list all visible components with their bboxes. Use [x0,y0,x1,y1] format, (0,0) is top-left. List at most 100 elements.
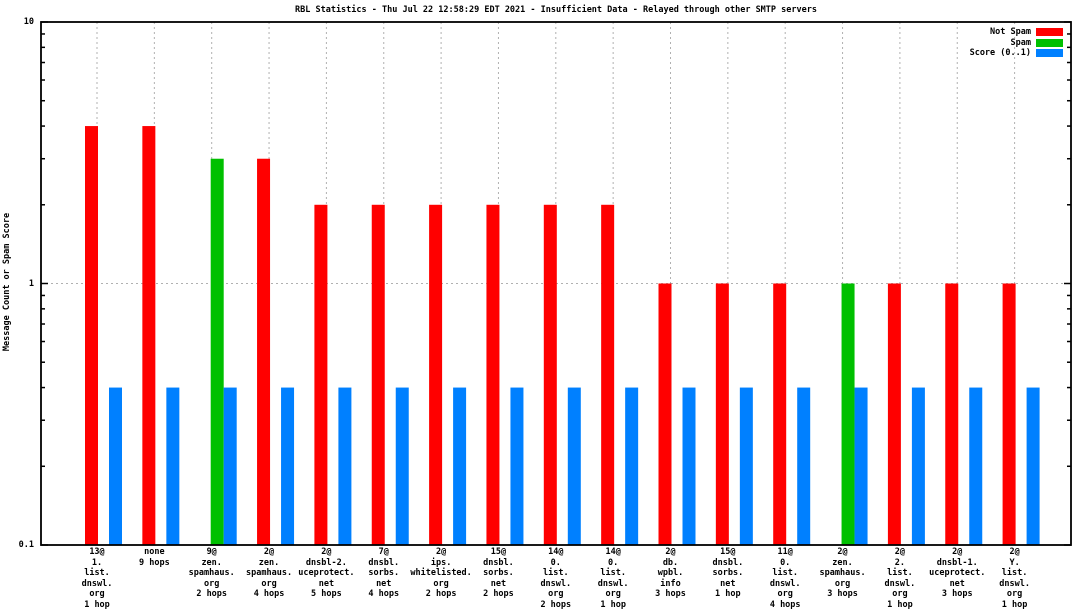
x-category-label-line: org [89,589,105,599]
x-category-label-line: 1 hop [84,599,110,610]
x-category-label-line: 4 hops [253,589,285,599]
x-category-label-line: 2@ [894,547,906,557]
x-category-label: 15@ dnsbl. sorbs. net 1 hop [673,547,783,600]
bar-score-0-1 [969,387,983,545]
x-category-label-line: zen. [201,557,222,568]
x-category-label-line: uceprotect. [298,568,355,578]
x-category-label-line: org [261,578,277,589]
x-category-label-line: 1 hop [600,599,626,610]
bar-score-0-1 [854,387,868,545]
x-category-label: 13@ 1. list. dnswl. org 1 hop [42,547,152,610]
x-category-label-line: dnswl. [81,578,113,589]
x-category-label-line: org [777,589,793,599]
x-category-label-line: 2 hops [540,599,572,610]
x-category-label-line: 3 hops [655,589,686,599]
y-tick-label: 10 [23,17,34,27]
bar-not-spam [142,126,156,545]
chart-title: RBL Statistics - Thu Jul 22 12:58:29 EDT… [295,5,817,15]
x-category-label-line: dnsbl-1. [936,557,978,568]
x-category-label-line: dnswl. [597,578,629,589]
x-category-label-line: dnsbl. [483,557,514,568]
x-category-label-line: dnswl. [540,578,572,589]
x-category-label-line: list. [887,568,913,578]
bar-score-0-1 [395,387,409,545]
x-category-label-line: 0. [550,557,561,568]
x-category-label-line: org [433,578,449,589]
x-category-label-line: 15@ [720,547,736,557]
x-category-label-line: net [490,578,507,589]
x-category-label-line: 2@ [435,547,447,557]
x-category-label-line: list. [600,568,626,578]
x-category-label: 2@ ips. whitelisted. org 2 hops [386,547,496,600]
x-category-label: 2@ 2. list. dnswl. org 1 hop [845,547,955,610]
bar-not-spam [601,204,615,546]
x-category-label-line: sorbs. [368,568,400,578]
bar-score-0-1 [510,387,524,545]
x-category-label-line: org [548,589,564,599]
x-category-label: 2@ Y. list. dnswl. org 1 hop [960,547,1070,610]
x-category-label-line: 1 hop [715,589,741,599]
x-category-label-line: 4 hops [769,599,801,610]
x-category-label-line: org [605,589,621,599]
x-category-label-line: org [1006,589,1023,599]
bar-not-spam [371,204,385,546]
x-category-label-line: 3 hops [827,589,858,599]
x-category-label-line: info [660,578,681,589]
x-category-label-line: sorbs. [483,568,514,578]
x-category-label-line: 0. [780,557,791,568]
x-category-label-line: sorbs. [712,568,744,578]
legend-label: Not Spam [990,27,1031,37]
y-tick-label: 1 [28,278,34,289]
legend-item: Not Spam [970,27,1063,38]
bar-spam [841,283,855,545]
x-category-label-line: 14@ [548,547,564,557]
x-category-label: 2@ dnsbl-2. uceprotect. net 5 hops [271,547,381,600]
x-category-label: 2@ dnsbl-1. uceprotect. net 3 hops [902,547,1012,600]
x-category-label-line: 2 hops [483,589,514,599]
y-tick-label: 0.1 [18,540,34,550]
x-category-label-line: zen. [832,557,853,568]
x-category-label-line: org [834,578,851,589]
x-category-label-line: 9 hops [138,557,170,568]
bar-not-spam [1002,283,1016,545]
x-category-label-line: 13@ [89,547,105,557]
x-category-label-line: dnswl. [999,578,1030,589]
bar-not-spam [314,204,328,546]
x-category-label-line: dnsbl-2. [305,557,347,568]
x-category-label-line: 5 hops [311,589,342,599]
x-category-label-line: 3 hops [941,589,973,599]
bar-not-spam [773,283,787,545]
legend-swatch [1036,38,1063,47]
bar-score-0-1 [166,387,180,545]
x-category-label-line: uceprotect. [929,568,986,578]
bar-not-spam [543,204,557,546]
bar-not-spam [887,283,901,545]
x-category-label-line: dnswl. [884,578,916,589]
x-category-label-line: none [144,547,165,557]
x-category-label-line: dnswl. [769,578,801,589]
x-category-label-line: 2. [894,557,906,568]
x-category-label: 2@ db. wpbl. info 3 hops [616,547,726,600]
x-category-label: 9@ zen. spamhaus. org 2 hops [157,547,267,600]
x-category-label-line: list. [772,568,798,578]
bar-not-spam [486,204,500,546]
x-category-label-line: zen. [258,557,280,568]
x-category-label-line: 2@ [321,547,332,557]
x-category-label-line: 15@ [490,547,507,557]
x-category-label-line: org [892,589,908,599]
x-category-label-line: 4 hops [368,589,400,599]
x-category-label: 2@ zen. spamhaus. org 4 hops [214,547,324,600]
x-category-label-line: list. [84,568,110,578]
x-category-label: 11@ 0. list. dnswl. org 4 hops [730,547,840,610]
x-category-label-line: 2 hops [196,589,228,599]
x-category-label-line: 7@ [378,547,389,557]
bar-score-0-1 [1026,387,1040,545]
legend: Not Spam Spam Score (0..1) [970,27,1063,59]
bar-not-spam [715,283,729,545]
x-category-label-line: net [720,578,736,589]
x-category-label-line: dnsbl. [368,557,400,568]
bar-score-0-1 [739,387,753,545]
bar-not-spam [257,158,271,545]
